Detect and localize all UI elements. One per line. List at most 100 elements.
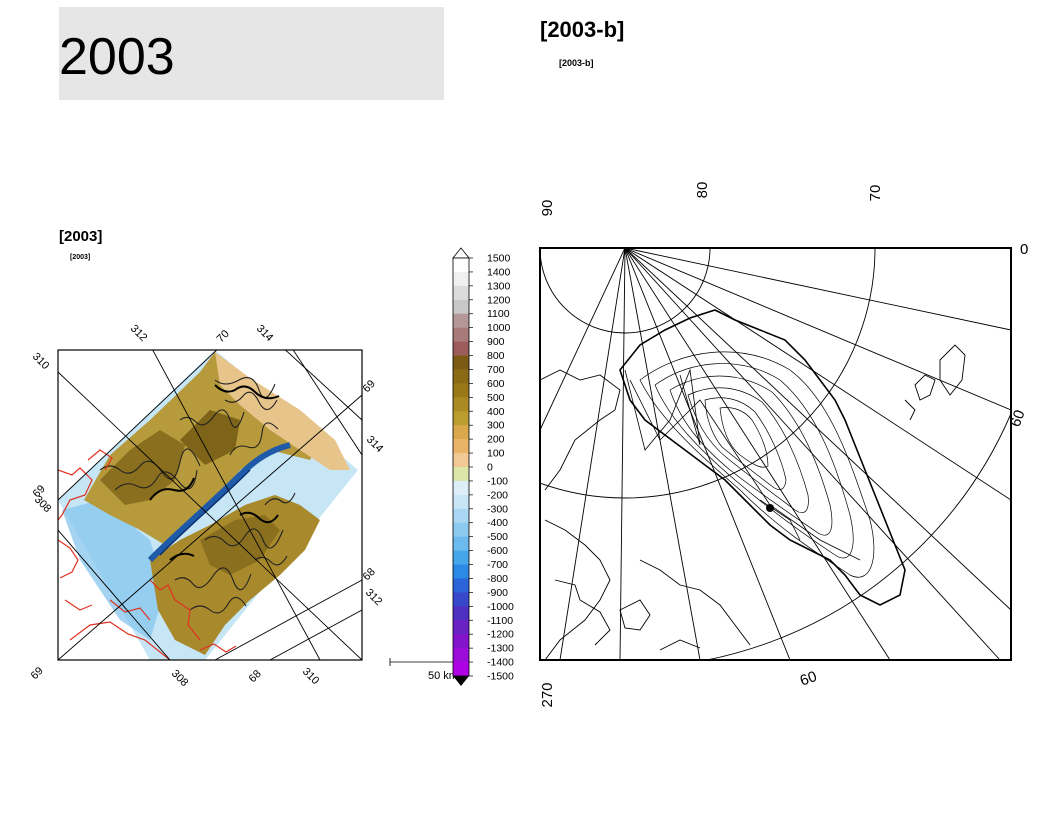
right-map-subheading: [2003-b] [559, 58, 594, 68]
colorbar-cell [453, 439, 469, 454]
colorbar-tick-label: -200 [487, 489, 508, 501]
colorbar-cell [453, 634, 469, 649]
right-top-label: 90 [539, 200, 556, 217]
colorbar-tick-label: -1400 [487, 657, 514, 669]
colorbar-tick-label: 1400 [487, 266, 511, 278]
colorbar-top-arrow [452, 247, 470, 259]
colorbar-tick-label: 1200 [487, 294, 511, 306]
left-map-land-dark-1 [100, 430, 185, 505]
colorbar-tick-label: 1100 [487, 308, 510, 320]
colorbar-tick-label: 400 [487, 406, 505, 418]
colorbar-cell [453, 285, 469, 301]
colorbar-cell [453, 550, 469, 565]
colorbar-cell [453, 480, 469, 496]
colorbar-tick-label: 700 [487, 364, 505, 376]
colorbar-cell [453, 355, 469, 370]
colorbar-cell [453, 508, 469, 524]
right-bottom-label: 60 [798, 668, 819, 690]
right-bottom-label: 270 [539, 682, 556, 707]
colorbar-tick-label: -300 [487, 503, 508, 515]
colorbar-tick-label: 1500 [487, 253, 511, 265]
colorbar-cell [453, 341, 469, 356]
colorbar-bottom-arrow [453, 676, 469, 686]
colorbar-cell [453, 648, 469, 663]
colorbar-tick-label: 500 [487, 392, 505, 404]
colorbar-tick-label: -600 [487, 545, 508, 557]
left-lon-label: 312 [128, 323, 149, 344]
colorbar-tick-label: -500 [487, 531, 508, 543]
colorbar-cell [453, 592, 469, 607]
colorbar-tick-label: 800 [487, 350, 505, 362]
left-lon-label: 314 [254, 323, 275, 344]
left-map-heading: [2003] [59, 228, 103, 245]
right-top-label: 70 [867, 185, 884, 202]
colorbar-cell [453, 327, 469, 342]
colorbar-cell [453, 620, 469, 635]
title-banner: 2003 [59, 7, 444, 100]
colorbar-tick-label: -700 [487, 559, 508, 571]
left-map: 310 312 70 314 69 314 68 312 69 308 68 3… [29, 323, 460, 689]
left-map-fjord [147, 442, 291, 563]
greenland-outline [619, 309, 906, 606]
colorbar-tick-label: -1200 [487, 629, 514, 641]
colorbar-cell [453, 313, 469, 328]
left-map-land-dark-3 [180, 410, 240, 465]
colorbar-cell [453, 578, 469, 593]
right-map-frame [539, 247, 1012, 661]
left-map-land-north-light [215, 352, 350, 470]
left-bottom-label: 308 [169, 668, 190, 689]
left-map-deep-sea [62, 500, 165, 640]
colorbar-cell [453, 662, 469, 677]
left-lon-label: 310 [30, 351, 51, 372]
colorbar-tick-label: -400 [487, 517, 508, 529]
colorbar-tick-label: 1300 [487, 280, 511, 292]
right-map: 90 80 70 0 60 270 60 [539, 182, 1029, 708]
right-side-label: 60 [1007, 408, 1029, 429]
colorbar-cell [453, 383, 469, 398]
right-side-label: 0 [1020, 241, 1028, 258]
colorbar-cell [453, 411, 469, 426]
colorbar-tick-label: -1500 [487, 671, 514, 683]
colorbar-cell [453, 494, 469, 510]
colorbar-cell [453, 425, 469, 440]
left-bottom-label: 69 [29, 665, 46, 682]
colorbar-cell [453, 258, 469, 273]
left-bottom-label: 68 [247, 668, 264, 685]
colorbar-cell [453, 271, 469, 287]
colorbar-tick-label: 0 [487, 462, 493, 474]
colorbar-tick-label: 200 [487, 434, 505, 446]
colorbar-tick-label: -1100 [487, 615, 513, 627]
colorbar-tick-label: -900 [487, 587, 508, 599]
right-top-label: 80 [694, 182, 711, 199]
left-lon-label: 70 [215, 328, 232, 345]
colorbar-cell [453, 453, 469, 468]
page-title: 2003 [59, 28, 175, 86]
colorbar-cell [453, 564, 469, 579]
left-map-land-south [150, 495, 320, 655]
right-map-heading: [2003-b] [540, 17, 625, 42]
left-lat-label: 314 [364, 434, 385, 455]
colorbar-cell [453, 536, 469, 551]
colorbar-cell [453, 397, 469, 412]
colorbar-cell [453, 299, 469, 315]
colorbar-tick-label: 900 [487, 336, 505, 348]
colorbar-tick-label: 300 [487, 420, 505, 432]
colorbar-tick-label: -100 [487, 475, 508, 487]
colorbar-tick-label: 1000 [487, 322, 511, 334]
left-lat-label: 68 [361, 566, 378, 583]
left-lat-label: 69 [361, 378, 378, 395]
colorbar-tick-label: 600 [487, 378, 505, 390]
left-bottom-label: 310 [300, 666, 321, 687]
scale-bar-label: 50 km [428, 670, 458, 682]
left-map-frame [57, 349, 363, 661]
colorbar-tick-label: -1300 [487, 643, 514, 655]
colorbar-cell [453, 522, 469, 537]
left-map-subheading: [2003] [70, 254, 91, 261]
colorbar-tick-label: -1000 [487, 601, 514, 613]
colorbar-tick-label: -800 [487, 573, 508, 585]
left-lat-label: 312 [363, 587, 384, 608]
colorbar-cell [453, 369, 469, 384]
colorbar-cell [453, 467, 469, 482]
